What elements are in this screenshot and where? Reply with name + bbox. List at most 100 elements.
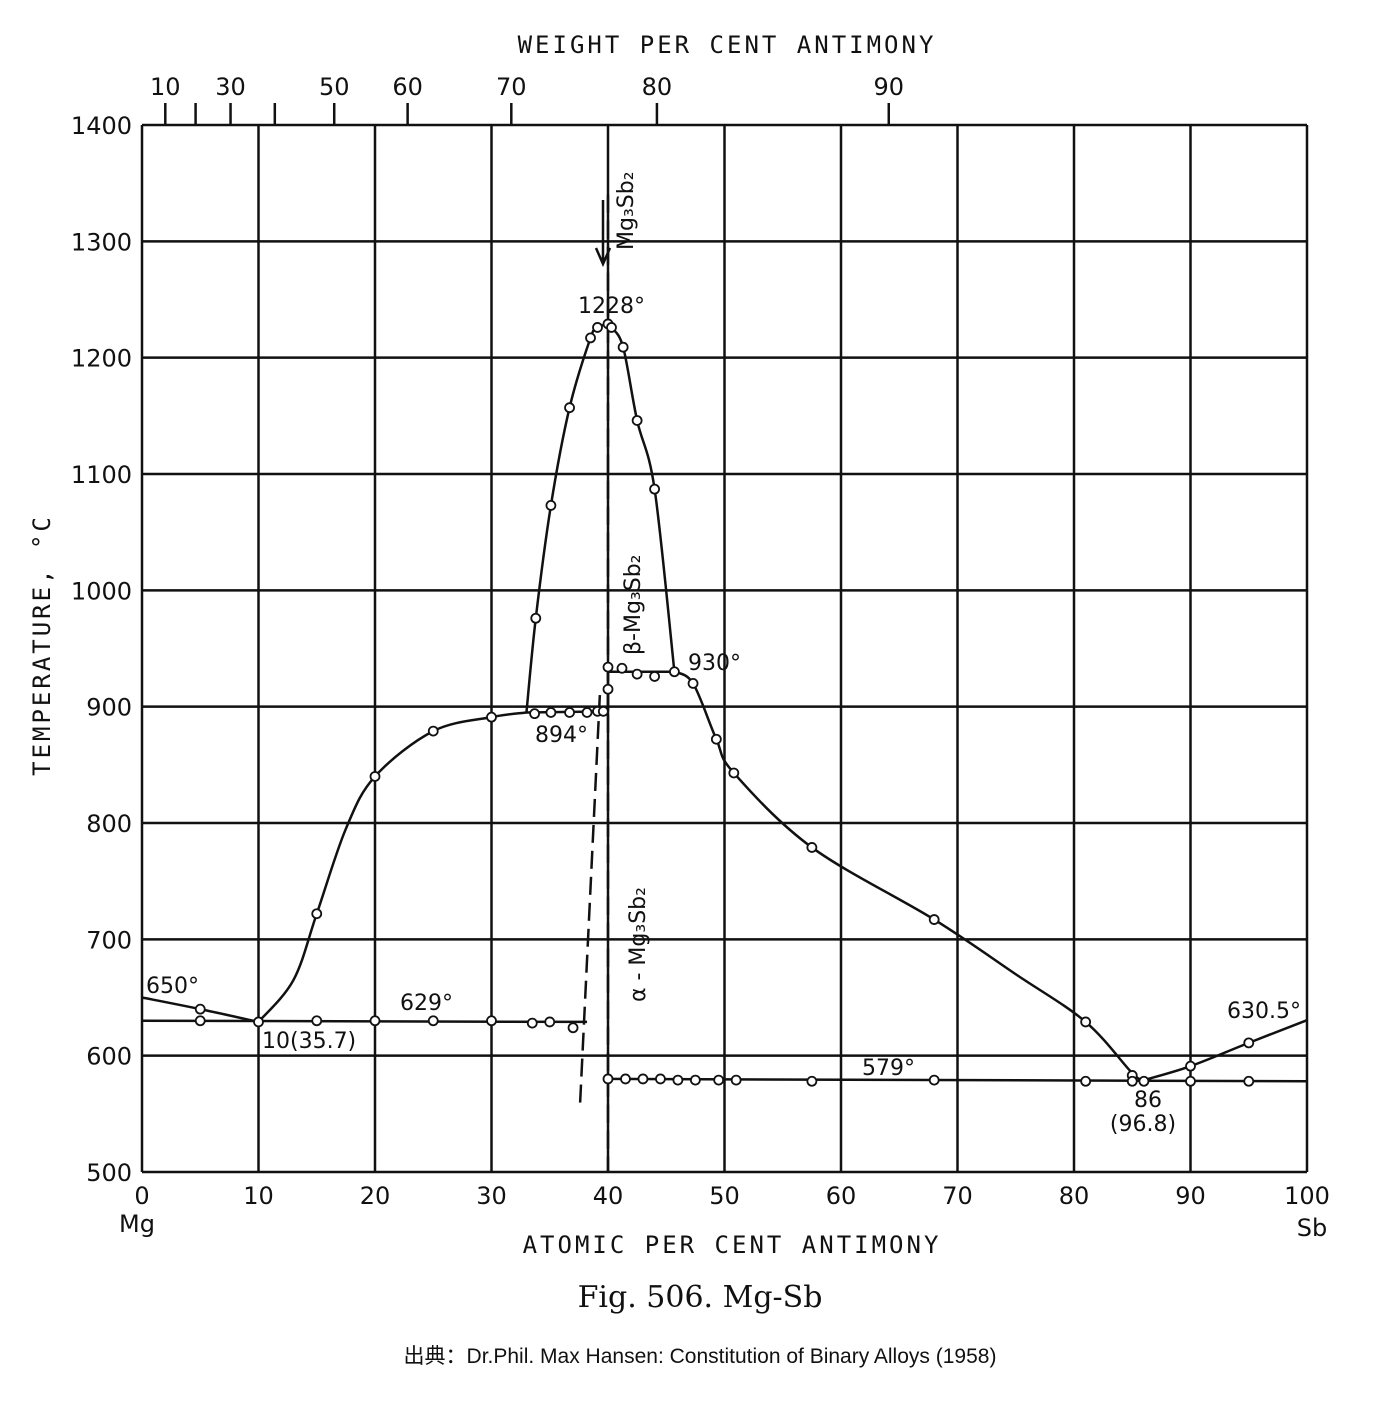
top-axis-tick-label: 60 — [392, 73, 423, 101]
x-tick-label: 40 — [593, 1182, 624, 1210]
data-point — [730, 1074, 742, 1086]
y-tick-label: 600 — [86, 1043, 132, 1071]
y-tick-label: 1200 — [71, 345, 132, 373]
x-tick-label: 10 — [243, 1182, 274, 1210]
top-axis-tick-label: 10 — [150, 73, 181, 101]
annotation-96.8: (96.8) — [1110, 1112, 1176, 1137]
data-point — [194, 1015, 206, 1027]
data-point — [649, 671, 660, 682]
data-point — [713, 1074, 725, 1086]
top-axis-tick-label: 90 — [873, 73, 904, 101]
annotation-930: 930° — [688, 651, 741, 676]
data-point — [597, 705, 609, 717]
x-tick-label: 70 — [942, 1182, 973, 1210]
tick-labels: 0 10 20 30 40 50 60 70 80 90 100 500 600 700 800 900 100… — [71, 73, 1330, 1210]
data-point — [564, 402, 575, 414]
data-point — [602, 683, 614, 695]
data-point — [311, 908, 323, 920]
data-point — [1185, 1060, 1196, 1072]
annotation-alpha-phase: α - Mg₃Sb₂ — [626, 887, 651, 1002]
data-point — [1185, 1075, 1196, 1087]
data-point — [427, 1015, 439, 1027]
data-point — [253, 1016, 264, 1028]
y-tick-label: 500 — [86, 1159, 132, 1187]
annotation-peak: 1228° — [578, 294, 645, 319]
y-axis-label: TEMPERATURE, °C — [28, 514, 56, 776]
data-point — [1243, 1037, 1255, 1049]
data-point — [530, 612, 542, 624]
data-point — [486, 1015, 497, 1027]
x-tick-label: 60 — [826, 1182, 857, 1210]
y-tick-label: 900 — [86, 694, 132, 722]
x-tick-label: 80 — [1059, 1182, 1090, 1210]
data-point — [564, 707, 575, 718]
data-point — [545, 500, 557, 511]
top-axis-tick-label: 80 — [642, 73, 673, 101]
annotation-650: 650° — [146, 974, 199, 999]
annotation-86: 86 — [1134, 1088, 1162, 1113]
data-point — [606, 322, 617, 333]
data-point — [369, 771, 381, 782]
data-point — [427, 725, 439, 737]
annotation-579: 579° — [862, 1056, 915, 1081]
data-point — [194, 1003, 206, 1015]
annotation-894: 894° — [535, 723, 588, 748]
x-axis-label: ATOMIC PER CENT ANTIMONY — [523, 1231, 942, 1259]
compound-arrow-icon — [594, 200, 612, 268]
curve-alpha-boundary — [578, 694, 602, 1105]
top-axis-tick-label: 70 — [496, 73, 527, 101]
data-point — [1138, 1075, 1150, 1087]
data-point — [806, 842, 818, 853]
x-tick-label: 30 — [476, 1182, 507, 1210]
data-point — [1243, 1075, 1255, 1087]
source-caption: 出典：Dr.Phil. Max Hansen: Constitution of … — [403, 1345, 997, 1368]
data-point — [592, 322, 603, 333]
data-point — [806, 1075, 818, 1087]
data-point — [581, 707, 593, 718]
data-point — [1126, 1075, 1138, 1087]
data-point — [529, 708, 541, 720]
data-point — [928, 914, 940, 925]
x-tick-label: 50 — [709, 1182, 740, 1210]
y-tick-label: 1300 — [71, 228, 132, 256]
data-point — [602, 661, 614, 673]
data-point — [369, 1015, 381, 1027]
data-point — [1080, 1075, 1092, 1087]
x-tick-label: 20 — [360, 1182, 391, 1210]
data-point — [655, 1073, 666, 1085]
y-tick-label: 1400 — [71, 112, 132, 140]
data-point — [928, 1074, 940, 1086]
annotation-compound: Mg₃Sb₂ — [614, 171, 639, 250]
data-point — [544, 1016, 556, 1028]
top-axis-tick-label: 30 — [215, 73, 246, 101]
top-axis-label: WEIGHT PER CENT ANTIMONY — [518, 31, 937, 59]
data-point — [649, 483, 660, 495]
data-point — [728, 767, 740, 779]
x-end-label-mg: Mg — [119, 1210, 155, 1238]
x-tick-label: 90 — [1175, 1182, 1206, 1210]
y-tick-label: 700 — [86, 926, 132, 954]
annotation-630.5: 630.5° — [1227, 999, 1301, 1024]
data-point — [631, 668, 643, 680]
data-point — [669, 666, 680, 678]
data-point — [620, 1073, 631, 1085]
y-tick-label: 800 — [86, 810, 132, 838]
x-tick-label: 100 — [1284, 1182, 1330, 1210]
data-point — [687, 678, 699, 689]
annotation-629: 629° — [400, 991, 453, 1016]
annotation-10-35.7: 10(35.7) — [262, 1029, 356, 1054]
curve-liquidus-left-of-compound — [257, 711, 527, 1023]
grid — [140, 103, 1309, 1174]
curve-eutectic-629 — [141, 1019, 588, 1024]
x-tick-label: 0 — [134, 1182, 149, 1210]
curve-beta-liquidus-left — [525, 322, 609, 713]
data-point — [526, 1017, 538, 1029]
figure-caption: Fig. 506. Mg-Sb — [577, 1280, 823, 1315]
data-point — [602, 1073, 614, 1085]
data-points — [194, 318, 1255, 1087]
x-end-label-sb: Sb — [1297, 1214, 1327, 1242]
data-point — [637, 1073, 649, 1085]
y-tick-label: 1000 — [71, 577, 132, 605]
curve-eutectic-579 — [607, 1077, 1308, 1083]
